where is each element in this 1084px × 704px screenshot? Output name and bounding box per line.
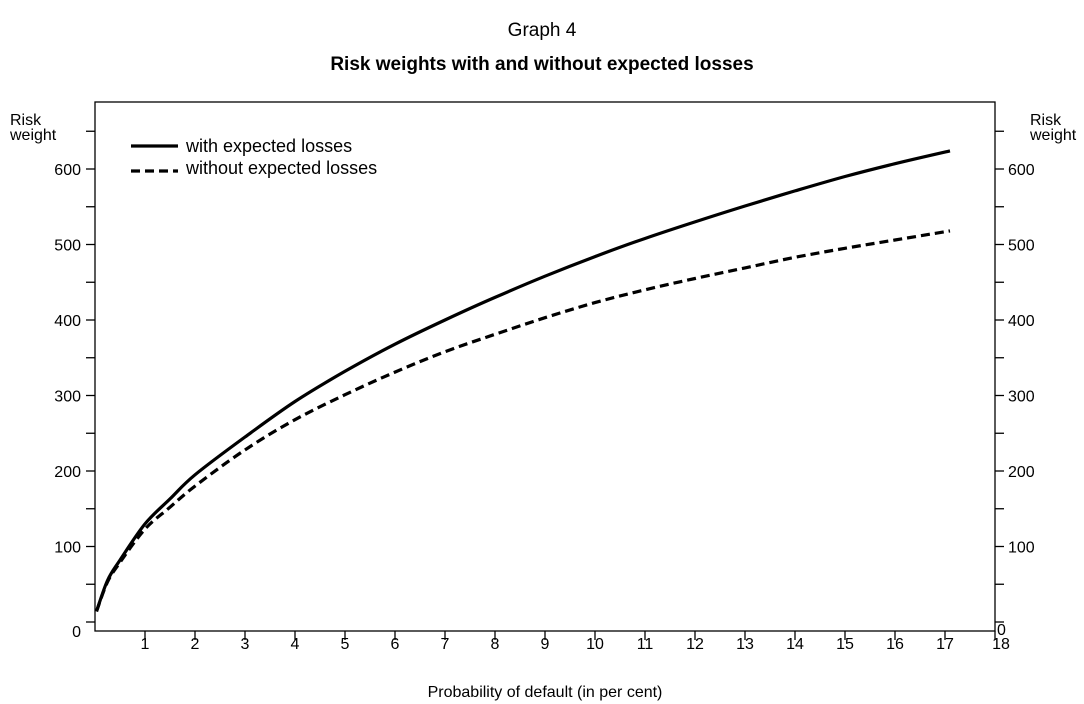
left-axis-label-line-2: weight — [9, 127, 57, 144]
x-tick-label: 3 — [241, 636, 250, 653]
x-tick-label: 8 — [491, 636, 500, 653]
axis-ticks — [86, 130, 1004, 640]
chart-supertitle: Graph 4 — [508, 20, 577, 41]
x-tick-label: 7 — [441, 636, 450, 653]
left-axis-label: Risk weight — [9, 112, 57, 144]
series-line-with-expected-losses — [94, 149, 951, 612]
x-tick-label: 2 — [191, 636, 200, 653]
x-tick-label: 13 — [736, 636, 754, 653]
y-tick-label-left: 300 — [54, 389, 81, 406]
x-tick-label: 5 — [341, 636, 350, 653]
x-tick-label: 16 — [886, 636, 904, 653]
x-tick-label: 6 — [391, 636, 400, 653]
right-axis-label-line-2: weight — [1029, 127, 1077, 144]
x-tick-label: 17 — [936, 636, 954, 653]
y-tick-label-right: 300 — [1008, 389, 1035, 406]
y-tick-label-left: 600 — [54, 162, 81, 179]
legend-label-without-expected-losses: without expected losses — [185, 158, 377, 178]
y-tick-label-right: 200 — [1008, 464, 1035, 481]
y-tick-label-left: 100 — [54, 540, 81, 557]
y-tick-label-right: 0 — [997, 622, 1006, 639]
series-group — [94, 149, 951, 612]
y-tick-label-left: 500 — [54, 238, 81, 255]
x-tick-label: 14 — [786, 636, 804, 653]
x-tick-label: 4 — [291, 636, 300, 653]
x-tick-label: 10 — [586, 636, 604, 653]
y-tick-label-left: 0 — [72, 624, 81, 641]
y-tick-label-left: 400 — [54, 313, 81, 330]
x-axis-label: Probability of default (in per cent) — [428, 684, 663, 701]
y-tick-label-right: 400 — [1008, 313, 1035, 330]
right-axis-label: Risk weight — [1029, 112, 1077, 144]
y-tick-label-left: 200 — [54, 464, 81, 481]
x-tick-label: 15 — [836, 636, 854, 653]
x-tick-label: 12 — [686, 636, 704, 653]
series-line-without-expected-losses — [94, 229, 951, 612]
right-axis-label-line-1: Risk — [1030, 112, 1062, 129]
x-tick-label: 9 — [541, 636, 550, 653]
x-tick-label: 1 — [141, 636, 150, 653]
x-tick-label: 11 — [637, 636, 654, 653]
legend-label-with-expected-losses: with expected losses — [185, 136, 352, 156]
y-tick-label-right: 500 — [1008, 238, 1035, 255]
left-axis-label-line-1: Risk — [10, 112, 42, 129]
x-tick-label: 18 — [992, 636, 1010, 653]
plot-frame — [94, 101, 996, 632]
chart-title: Risk weights with and without expected l… — [330, 54, 753, 75]
y-tick-label-right: 600 — [1008, 162, 1035, 179]
legend: with expected losses without expected lo… — [131, 136, 377, 178]
y-tick-label-right: 100 — [1008, 540, 1035, 557]
